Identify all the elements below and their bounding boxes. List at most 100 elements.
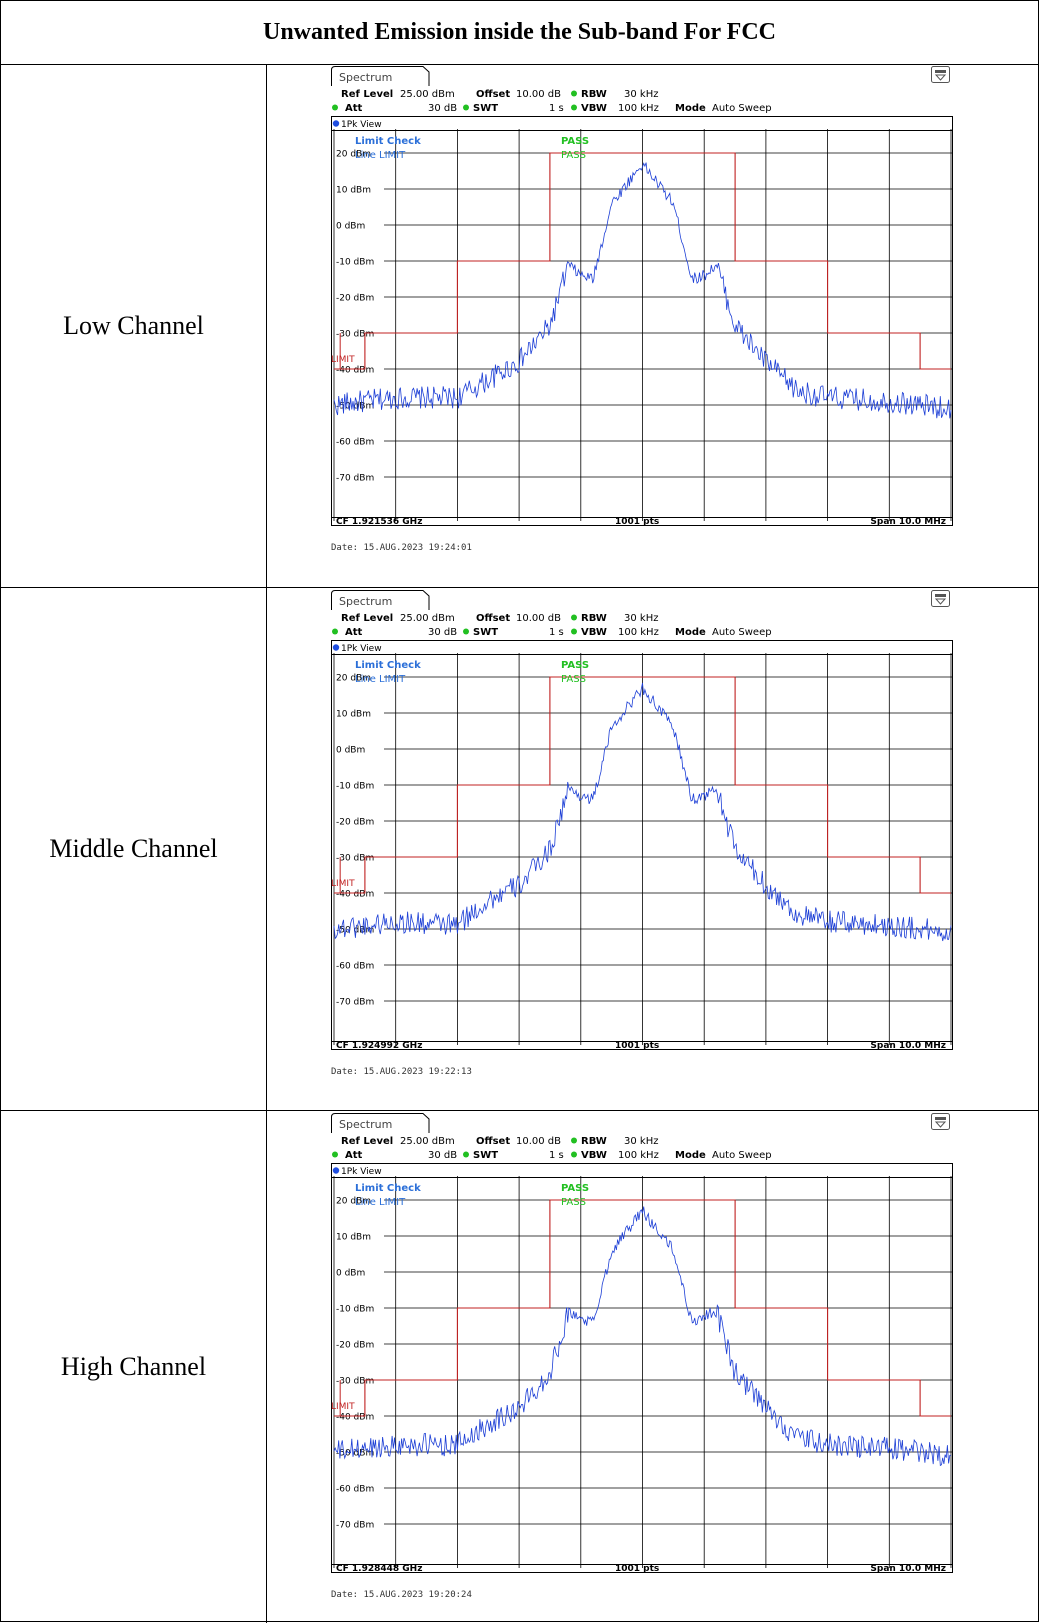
menu-icon [931,590,950,607]
y-tick-label: 0 dBm [336,222,365,232]
plot-frame [331,116,953,526]
span-label: Span 10.0 MHz [870,1564,946,1574]
y-tick-label: -30 dBm [336,1377,374,1387]
mode-value: Auto Sweep [712,103,772,114]
status-dot-icon [571,628,577,635]
span-label: Span 10.0 MHz [870,517,946,527]
settings-panel: Ref Level 25.00 dBm Offset 10.00 dB RBW 30 kH… [332,89,772,114]
y-tick-label: -50 dBm [336,402,374,412]
vbw-value: 100 kHz [618,627,659,638]
page-title: Unwanted Emission inside the Sub-band Fo… [1,1,1038,65]
points-label: 1001 pts [615,1564,659,1574]
y-tick-label: -20 dBm [336,818,374,828]
y-tick-label: -20 dBm [336,294,374,304]
y-tick-label: 0 dBm [336,1269,365,1279]
limit-tag: LIMIT [331,879,355,889]
y-tick-label: 10 dBm [336,186,371,196]
status-dot-icon [571,104,577,111]
view-label: 1Pk View [341,120,382,130]
y-tick-label: 20 dBm [336,150,371,160]
offset-value: 10.00 dB [516,89,561,100]
y-tick-label: 10 dBm [336,1233,371,1243]
status-dot-icon [571,614,577,621]
rbw-value: 30 kHz [624,613,658,624]
offset-value: 10.00 dB [516,1136,561,1147]
date-label: Date: 15.AUG.2023 19:20:24 [331,1590,472,1600]
att-label: Att [345,1150,363,1161]
trace-line [333,1206,951,1467]
line-limit-label: Line LIMIT [355,674,406,685]
y-tick-label: -60 dBm [336,438,374,448]
offset-label: Offset [476,613,510,624]
channel-label: High Channel [1,1111,267,1623]
limit-line [334,1199,951,1417]
y-tick-label: -40 dBm [336,366,374,376]
mode-label: Mode [675,627,706,638]
att-value: 30 dB [428,103,457,114]
offset-value: 10.00 dB [516,613,561,624]
att-label: Att [345,627,363,638]
ref-level-label: Ref Level [341,1136,393,1147]
table-row: Middle Channel Spectrum Ref Level 25.00 dB… [1,588,1038,1111]
offset-label: Offset [476,89,510,100]
status-dot-icon [332,628,338,635]
limit-check-label: Limit Check [355,1183,421,1194]
swt-value: 1 s [549,627,564,638]
att-value: 30 dB [428,1150,457,1161]
status-dot-icon [463,104,469,111]
ref-level-value: 25.00 dBm [400,89,455,100]
y-tick-label: -10 dBm [336,1305,374,1315]
trace-indicator-icon [332,120,340,127]
ref-level-label: Ref Level [341,613,393,624]
status-dot-icon [463,1151,469,1158]
view-label: 1Pk View [341,1167,382,1177]
rbw-value: 30 kHz [624,89,658,100]
view-label: 1Pk View [341,644,382,654]
mode-label: Mode [675,1150,706,1161]
grid [333,1176,953,1568]
settings-panel: Ref Level 25.00 dBm Offset 10.00 dB RBW 30 kH… [332,613,772,638]
y-tick-label: -70 dBm [336,1521,374,1531]
att-label: Att [345,103,363,114]
limit-tag: LIMIT [331,1402,355,1412]
ref-level-value: 25.00 dBm [400,1136,455,1147]
trace-indicator-icon [332,1167,340,1174]
swt-value: 1 s [549,1150,564,1161]
y-tick-label: -30 dBm [336,854,374,864]
status-dot-icon [332,104,338,111]
y-tick-label: -60 dBm [336,1485,374,1495]
limit-tag: LIMIT [331,355,355,365]
y-tick-label: -10 dBm [336,258,374,268]
pass-label: PASS [561,660,589,671]
spectrum-tab [331,1113,430,1133]
vbw-label: VBW [581,1150,607,1161]
center-frequency-label: CF 1.921536 GHz [336,517,422,527]
trace-line [333,162,952,419]
swt-value: 1 s [549,103,564,114]
y-tick-label: -10 dBm [336,782,374,792]
y-tick-label: -60 dBm [336,962,374,972]
spectrum-screenshot: Spectrum Ref Level 25.00 dBm Offset 10.00 dB… [331,1113,991,1613]
vbw-label: VBW [581,627,607,638]
vbw-value: 100 kHz [618,103,659,114]
swt-label: SWT [473,103,498,114]
pass-label: PASS [561,136,589,147]
y-tick-label: -50 dBm [336,926,374,936]
channel-label: Low Channel [1,64,267,587]
mode-value: Auto Sweep [712,627,772,638]
menu-icon [931,1113,950,1130]
date-label: Date: 15.AUG.2023 19:22:13 [331,1067,472,1077]
status-dot-icon [571,1137,577,1144]
table-row: Low Channel Spectrum Ref Level 25.00 dBm Of… [1,64,1038,588]
spectrum-chart: Spectrum Ref Level 25.00 dBm Offset 10.00 dB… [331,1113,953,1600]
mode-label: Mode [675,103,706,114]
y-tick-label: -30 dBm [336,330,374,340]
date-label: Date: 15.AUG.2023 19:24:01 [331,543,472,553]
y-tick-label: -40 dBm [336,1413,374,1423]
spectrum-screenshot: Spectrum Ref Level 25.00 dBm Offset 10.00 dB… [331,66,991,566]
rbw-value: 30 kHz [624,1136,658,1147]
points-label: 1001 pts [615,517,659,527]
spectrum-tab-label: Spectrum [339,595,392,608]
points-label: 1001 pts [615,1041,659,1051]
